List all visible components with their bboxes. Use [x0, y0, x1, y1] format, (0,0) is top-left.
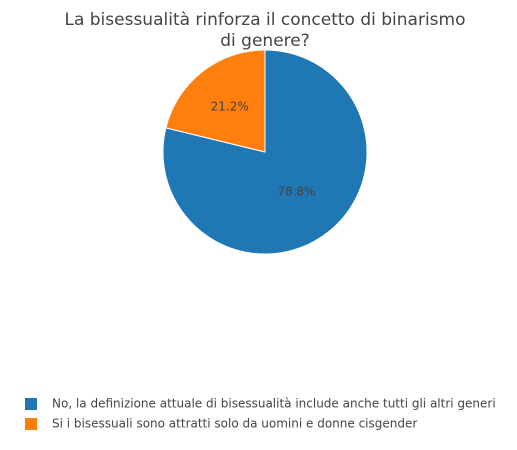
legend-label: Si i bisessuali sono attratti solo da uo…: [52, 417, 417, 431]
pie-slice: [165, 49, 266, 153]
data-label: 21.2%: [211, 100, 249, 114]
legend-swatch: [25, 418, 37, 430]
legend-swatch: [25, 398, 37, 410]
data-label: 78.8%: [277, 185, 315, 199]
pie-slice: [162, 49, 368, 255]
chart-title: di genere?: [220, 31, 310, 51]
legend-label: No, la definizione attuale di bisessuali…: [52, 397, 496, 411]
chart-title: La bisessualità rinforza il concetto di …: [64, 10, 465, 30]
